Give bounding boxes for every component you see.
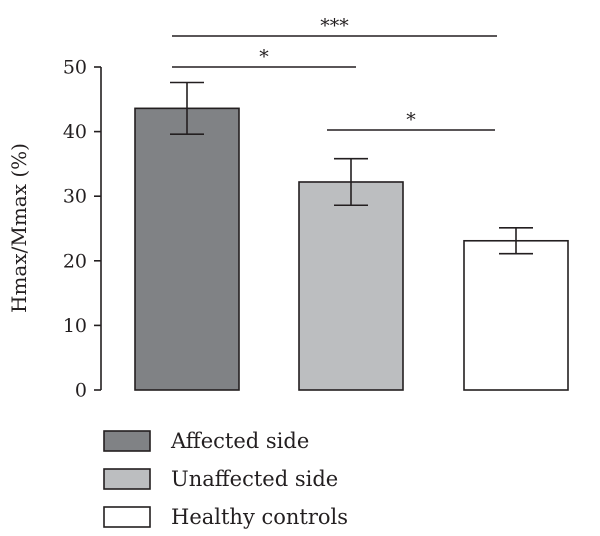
y-axis-label: Hmax/Mmax (%) [7, 143, 31, 313]
bars-group [134, 107, 569, 391]
y-tick-label-20: 20 [63, 250, 87, 272]
significance-label-3: * [406, 109, 416, 131]
y-tick-label-40: 40 [63, 121, 87, 143]
legend-swatch-3 [103, 506, 151, 528]
y-axis-ticks: 0 10 20 30 40 50 [63, 57, 101, 402]
legend-label-1: Affected side [170, 429, 309, 453]
bar-1 [134, 107, 240, 391]
legend-label-2: Unaffected side [171, 467, 338, 491]
significance-group: ***** [172, 15, 497, 131]
legend-swatch-1 [103, 430, 151, 452]
bar-3 [463, 239, 569, 391]
y-tick-label-30: 30 [63, 186, 87, 208]
error-bars-group [170, 81, 533, 255]
y-tick-label-0: 0 [75, 380, 87, 402]
significance-label-2: * [259, 46, 269, 68]
legend-label-3: Healthy controls [171, 505, 348, 529]
significance-label-1: *** [320, 15, 349, 37]
y-tick-label-10: 10 [63, 315, 87, 337]
y-tick-label-50: 50 [63, 57, 87, 79]
legend: Affected side Unaffected side Healthy cont… [103, 429, 348, 529]
bar-2 [298, 181, 404, 391]
legend-swatch-2 [103, 468, 151, 490]
